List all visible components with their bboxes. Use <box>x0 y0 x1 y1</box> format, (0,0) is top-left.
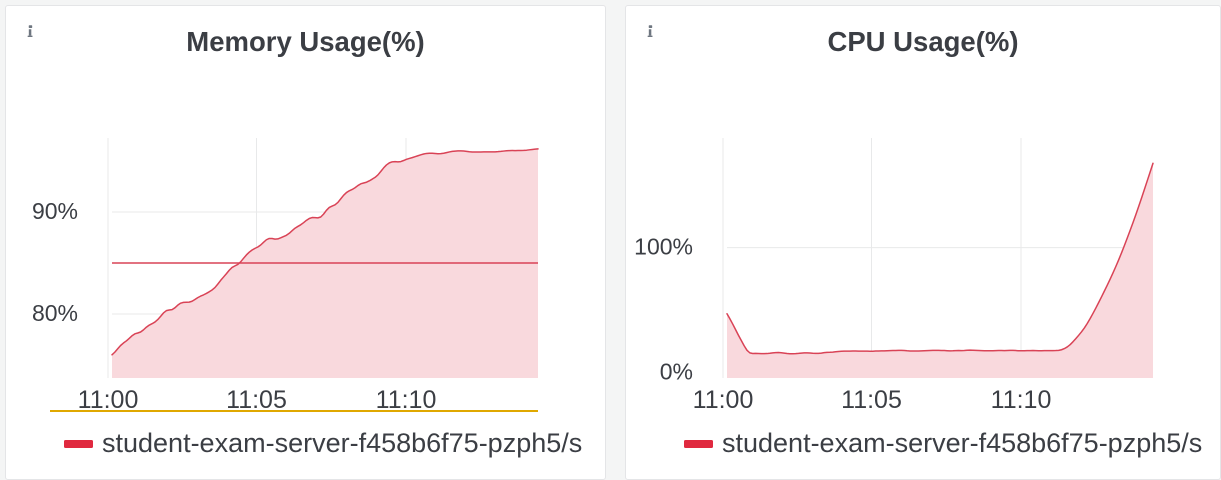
svg-text:100%: 100% <box>634 234 693 260</box>
svg-text:80%: 80% <box>32 300 78 326</box>
svg-text:11:05: 11:05 <box>226 386 287 414</box>
svg-text:11:00: 11:00 <box>78 386 139 414</box>
svg-text:0%: 0% <box>660 359 693 385</box>
svg-text:90%: 90% <box>32 198 78 224</box>
svg-text:11:10: 11:10 <box>991 386 1052 414</box>
svg-text:11:00: 11:00 <box>693 386 754 414</box>
svg-text:11:05: 11:05 <box>841 386 902 414</box>
svg-text:11:10: 11:10 <box>376 386 437 414</box>
